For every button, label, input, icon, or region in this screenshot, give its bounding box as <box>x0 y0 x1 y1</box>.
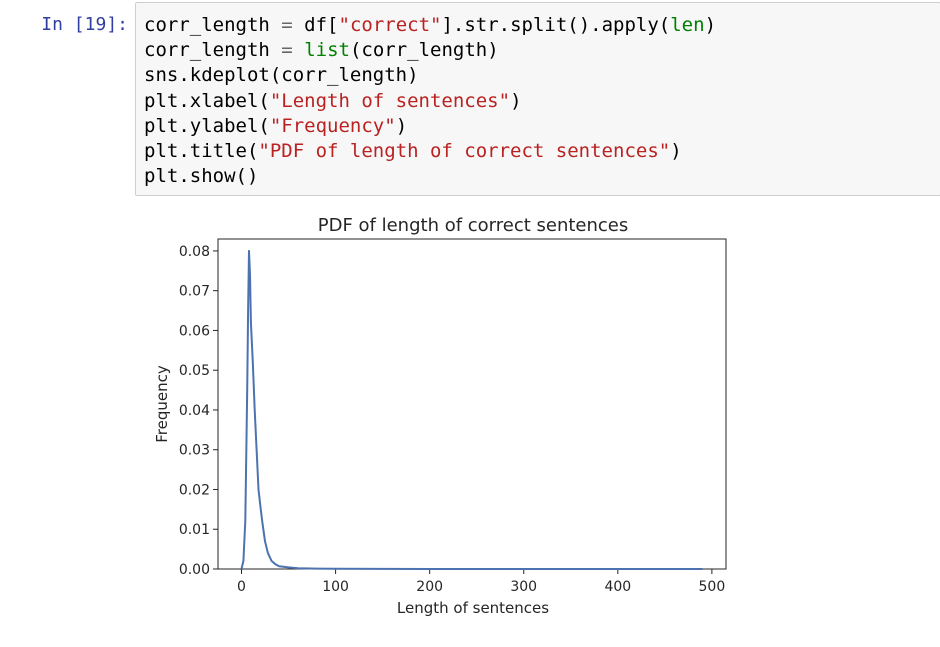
code-token: plt.ylabel( <box>144 114 270 137</box>
code-token: ) <box>510 89 522 112</box>
code-token: ) <box>704 14 717 36</box>
code-line: corr_length = df["correct"].str.split().… <box>144 13 716 38</box>
code-line: sns.kdeplot(corr_length) <box>144 63 716 88</box>
code-token: ].str.split().apply( <box>441 14 671 36</box>
code-token: "Length of sentences" <box>269 89 511 112</box>
code-cell-input[interactable]: corr_length = df["correct"].str.split().… <box>135 2 940 196</box>
x-tick-label: 0 <box>237 579 246 595</box>
chart-title: PDF of length of correct sentences <box>318 215 629 236</box>
x-tick-label: 300 <box>510 579 537 595</box>
code-token: = <box>281 39 293 62</box>
y-tick-label: 0.06 <box>179 323 210 339</box>
cell-prompt: In [19]: <box>41 14 128 35</box>
y-axis-label: Frequency <box>153 365 171 443</box>
code-token: (corr_length) <box>349 39 499 62</box>
y-tick-label: 0.00 <box>179 562 210 578</box>
y-tick-label: 0.01 <box>179 522 210 538</box>
code-token: ) <box>670 139 682 162</box>
code-line: corr_length = list(corr_length) <box>144 38 716 63</box>
kde-plot: PDF of length of correct sentences 0.000… <box>153 215 727 617</box>
code-token: len <box>670 14 705 36</box>
y-axis: 0.00 0.01 0.02 0.03 0.04 0.05 0.06 0.07 0.08 <box>179 244 218 578</box>
code-token: "Frequency" <box>269 114 396 137</box>
code-token: "PDF of length of correct sentences" <box>258 139 671 162</box>
code-editor[interactable]: corr_length = df["correct"].str.split().… <box>144 13 716 189</box>
y-tick-label: 0.04 <box>179 403 210 419</box>
kde-curve <box>240 249 703 570</box>
code-token: ) <box>395 114 408 137</box>
x-axis: 0 100 200 300 400 500 <box>237 569 725 595</box>
x-tick-label: 400 <box>604 579 631 595</box>
y-tick-label: 0.08 <box>179 244 210 260</box>
x-tick-label: 200 <box>416 579 443 595</box>
y-tick-label: 0.05 <box>179 363 210 379</box>
code-line: plt.xlabel("Length of sentences") <box>144 89 716 114</box>
code-token: plt.title( <box>144 139 259 162</box>
code-token: corr_length <box>144 39 282 62</box>
code-token: plt.show() <box>144 165 259 188</box>
y-tick-label: 0.02 <box>179 482 210 498</box>
x-tick-label: 100 <box>322 579 349 595</box>
code-token: list <box>304 39 350 62</box>
code-line: plt.title("PDF of length of correct sent… <box>144 139 716 164</box>
cell-output: PDF of length of correct sentences 0.00 0… <box>0 196 940 643</box>
code-token: "correct" <box>338 14 442 36</box>
code-token: = <box>281 14 293 36</box>
y-tick-label: 0.07 <box>179 284 210 300</box>
code-line: plt.ylabel("Frequency") <box>144 114 716 139</box>
plot-frame <box>217 238 727 570</box>
code-token <box>293 39 304 61</box>
code-token: plt.xlabel( <box>144 89 270 112</box>
code-token: corr_length <box>144 14 282 36</box>
x-tick-label: 500 <box>699 579 726 595</box>
y-tick-label: 0.03 <box>179 443 210 459</box>
x-axis-label: Length of sentences <box>397 599 549 617</box>
code-token: df[ <box>292 14 339 36</box>
code-token: sns.kdeplot(corr_length) <box>144 64 419 87</box>
code-line: plt.show() <box>144 164 716 189</box>
